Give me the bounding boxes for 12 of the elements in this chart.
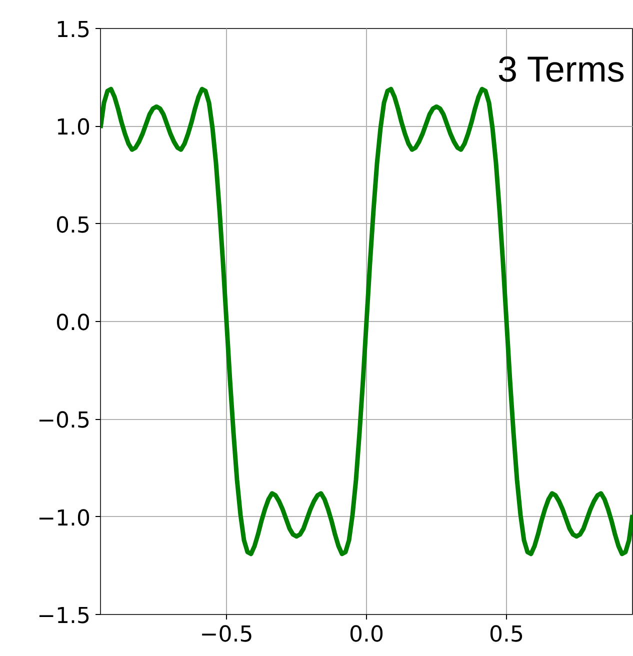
y-tick-label: 0.5 xyxy=(56,213,91,238)
y-tick-label: 1.0 xyxy=(56,116,91,141)
x-tick-label: −0.5 xyxy=(200,622,254,648)
line-series xyxy=(100,86,632,556)
annotation: 3 Terms xyxy=(497,48,625,90)
y-tick-label: −1.0 xyxy=(37,506,90,532)
y-tick-label: 1.5 xyxy=(56,18,91,43)
y-tick-label: −0.5 xyxy=(37,408,90,434)
y-tick-label: −1.5 xyxy=(37,604,90,629)
y-tick-label: 0.0 xyxy=(56,311,91,336)
x-tick-label: 0.0 xyxy=(349,622,384,648)
x-tick-label: 0.5 xyxy=(489,622,524,648)
